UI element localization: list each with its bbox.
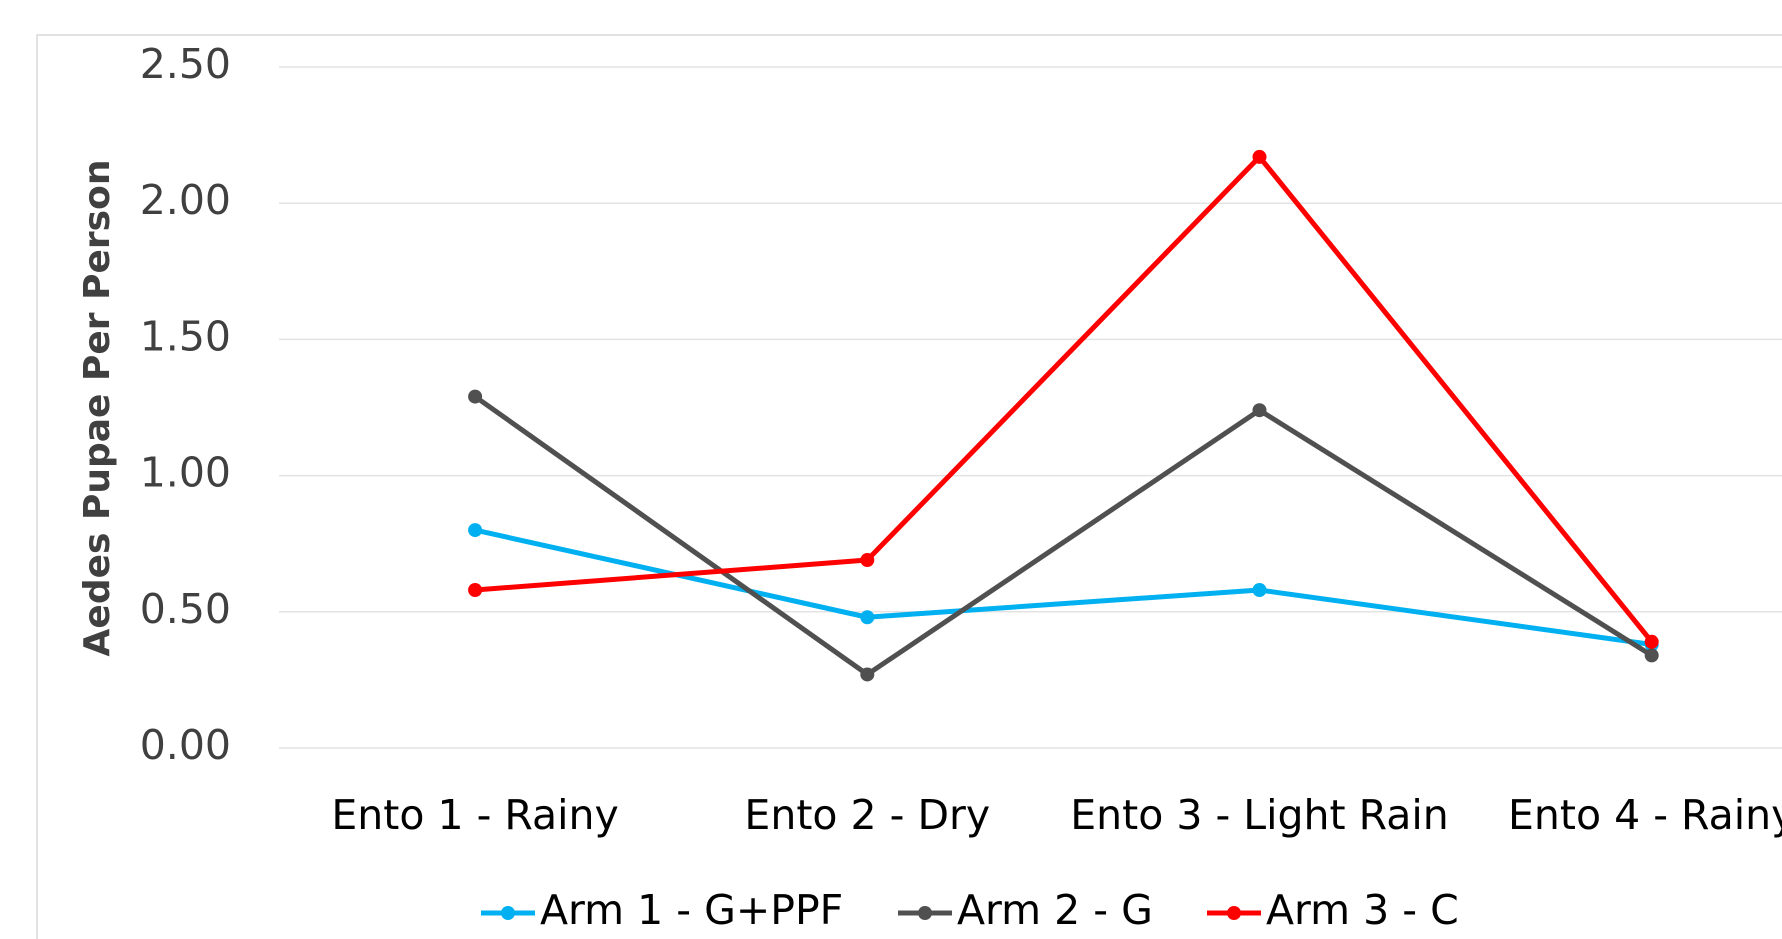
y-tick-label: 0.50 (140, 585, 231, 633)
data-point (1644, 648, 1659, 663)
legend-marker (501, 906, 515, 920)
data-point (1252, 149, 1267, 164)
data-point (468, 583, 483, 598)
data-point (1644, 634, 1659, 649)
data-point (468, 389, 483, 404)
x-tick-label: Ento 4 - Rainy (1508, 791, 1782, 839)
data-point (860, 667, 875, 682)
y-tick-label: 2.00 (140, 176, 231, 224)
legend-label: Arm 3 - C (1266, 886, 1459, 934)
x-tick-label: Ento 1 - Rainy (331, 791, 618, 839)
chart-area (36, 34, 1782, 939)
x-tick-label: Ento 3 - Light Rain (1070, 791, 1448, 839)
series-line (473, 394, 1654, 677)
data-point (1252, 403, 1267, 418)
legend-label: Arm 2 - G (957, 886, 1153, 934)
y-tick-label: 1.50 (140, 312, 231, 360)
data-point (1252, 583, 1267, 598)
series-line (474, 154, 1654, 644)
y-axis-title: Aedes Pupae Per Person (77, 160, 118, 657)
data-point (468, 523, 483, 538)
legend-marker (918, 906, 932, 920)
y-tick-label: 0.00 (140, 721, 231, 769)
data-point (860, 553, 875, 568)
legend-label: Arm 1 - G+PPF (540, 886, 843, 934)
legend-marker (1227, 906, 1241, 920)
y-tick-label: 2.50 (140, 40, 231, 88)
x-tick-label: Ento 2 - Dry (744, 791, 990, 839)
y-tick-label: 1.00 (140, 449, 231, 497)
data-point (860, 610, 875, 625)
